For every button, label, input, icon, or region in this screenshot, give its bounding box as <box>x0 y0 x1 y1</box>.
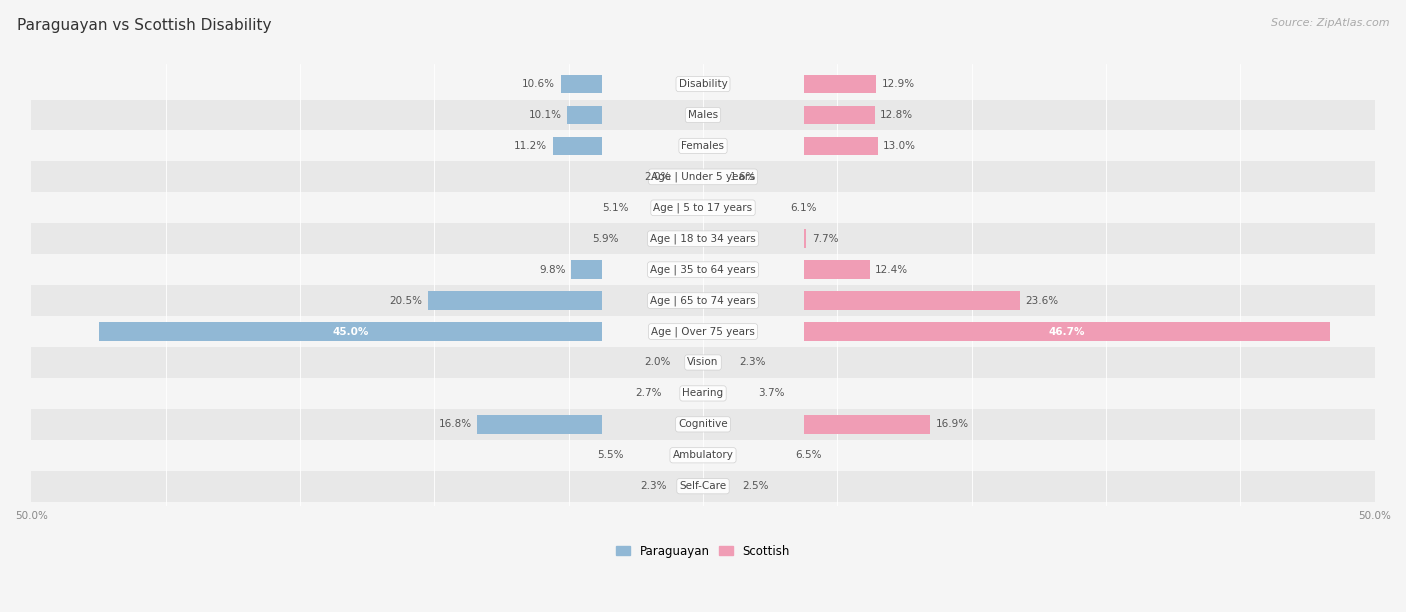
Bar <box>31 162 1375 192</box>
Text: 11.2%: 11.2% <box>515 141 547 151</box>
Text: Age | 65 to 74 years: Age | 65 to 74 years <box>650 296 756 306</box>
Text: 23.6%: 23.6% <box>1025 296 1059 305</box>
Bar <box>478 415 602 434</box>
Text: Age | Under 5 years: Age | Under 5 years <box>651 171 755 182</box>
Bar <box>804 415 929 434</box>
Text: Hearing: Hearing <box>682 389 724 398</box>
Bar <box>31 69 1375 100</box>
Bar <box>31 347 1375 378</box>
Text: Age | 18 to 34 years: Age | 18 to 34 years <box>650 234 756 244</box>
Bar <box>804 260 869 279</box>
Bar <box>553 136 602 155</box>
Text: Age | 35 to 64 years: Age | 35 to 64 years <box>650 264 756 275</box>
Text: Age | 5 to 17 years: Age | 5 to 17 years <box>654 203 752 213</box>
Bar <box>31 409 1375 440</box>
Text: 12.4%: 12.4% <box>875 264 908 275</box>
Bar <box>31 192 1375 223</box>
Bar <box>804 136 877 155</box>
Text: 5.9%: 5.9% <box>592 234 619 244</box>
Bar <box>31 100 1375 130</box>
Text: Disability: Disability <box>679 79 727 89</box>
Text: 16.9%: 16.9% <box>935 419 969 430</box>
Bar <box>804 75 876 94</box>
Bar <box>31 316 1375 347</box>
Bar <box>31 471 1375 502</box>
Text: 2.0%: 2.0% <box>644 357 671 367</box>
Bar <box>31 254 1375 285</box>
Text: 45.0%: 45.0% <box>332 327 368 337</box>
Text: 10.6%: 10.6% <box>522 79 555 89</box>
Text: 6.5%: 6.5% <box>796 450 823 460</box>
Bar <box>804 323 1330 341</box>
Text: Vision: Vision <box>688 357 718 367</box>
Bar <box>804 106 875 124</box>
Text: Source: ZipAtlas.com: Source: ZipAtlas.com <box>1271 18 1389 28</box>
Bar <box>804 230 807 248</box>
Text: Self-Care: Self-Care <box>679 481 727 491</box>
Bar <box>98 323 602 341</box>
Bar <box>568 106 602 124</box>
Bar <box>31 223 1375 254</box>
Text: Females: Females <box>682 141 724 151</box>
Text: 5.5%: 5.5% <box>598 450 624 460</box>
Text: 46.7%: 46.7% <box>1049 327 1085 337</box>
Bar <box>804 291 1019 310</box>
Text: 2.3%: 2.3% <box>740 357 766 367</box>
Text: 6.1%: 6.1% <box>790 203 817 213</box>
Bar <box>561 75 602 94</box>
Text: 16.8%: 16.8% <box>439 419 472 430</box>
Bar <box>427 291 602 310</box>
Bar <box>31 440 1375 471</box>
Text: 2.3%: 2.3% <box>640 481 666 491</box>
Legend: Paraguayan, Scottish: Paraguayan, Scottish <box>612 540 794 562</box>
Text: 12.8%: 12.8% <box>880 110 914 120</box>
Text: 13.0%: 13.0% <box>883 141 915 151</box>
Bar <box>31 378 1375 409</box>
Text: Males: Males <box>688 110 718 120</box>
Text: 9.8%: 9.8% <box>540 264 567 275</box>
Bar <box>31 285 1375 316</box>
Text: Ambulatory: Ambulatory <box>672 450 734 460</box>
Text: 3.7%: 3.7% <box>758 389 785 398</box>
Text: 2.7%: 2.7% <box>636 389 661 398</box>
Text: 2.5%: 2.5% <box>742 481 769 491</box>
Text: Age | Over 75 years: Age | Over 75 years <box>651 326 755 337</box>
Text: 20.5%: 20.5% <box>389 296 422 305</box>
Bar <box>31 130 1375 162</box>
Bar <box>571 260 602 279</box>
Text: 5.1%: 5.1% <box>603 203 628 213</box>
Text: Cognitive: Cognitive <box>678 419 728 430</box>
Text: 12.9%: 12.9% <box>882 79 915 89</box>
Text: Paraguayan vs Scottish Disability: Paraguayan vs Scottish Disability <box>17 18 271 34</box>
Text: 1.6%: 1.6% <box>730 172 756 182</box>
Text: 7.7%: 7.7% <box>811 234 838 244</box>
Text: 2.0%: 2.0% <box>644 172 671 182</box>
Text: 10.1%: 10.1% <box>529 110 562 120</box>
